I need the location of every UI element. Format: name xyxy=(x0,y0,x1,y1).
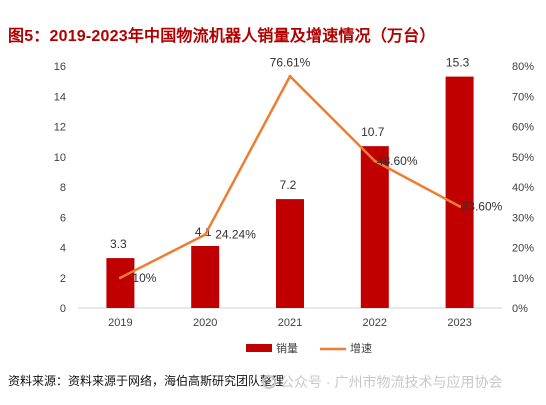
growth-rate-point xyxy=(203,233,207,237)
figure-title-text: 2019-2023年中国物流机器人销量及增速情况（万台） xyxy=(49,28,436,45)
x-tick-label: 2019 xyxy=(108,317,132,329)
source-note: 资料来源：资料来源于网络，海伯高斯研究团队整理 xyxy=(8,374,285,388)
watermark: 公众号 · 广州市物流技术与应用协会 xyxy=(262,372,502,392)
bar-value-label: 10.7 xyxy=(361,125,385,139)
watermark-text: 公众号 · 广州市物流技术与应用协会 xyxy=(280,374,503,390)
bar-2023 xyxy=(445,76,474,309)
y-right-tick-label: 30% xyxy=(512,212,534,224)
growth-rate-point xyxy=(288,74,292,78)
line-value-label: 76.61% xyxy=(270,55,311,69)
figure-caption-label: 图5： xyxy=(8,28,50,45)
bar-value-label: 7.2 xyxy=(280,178,297,192)
bar-2019 xyxy=(106,258,135,308)
y-left-tick-label: 6 xyxy=(60,212,66,224)
y-right-tick-label: 50% xyxy=(512,152,534,164)
y-right-tick-label: 80% xyxy=(512,61,534,73)
bar-2021 xyxy=(276,199,304,308)
y-left-tick-label: 12 xyxy=(54,122,66,134)
legend-bar-swatch xyxy=(246,344,272,352)
bar-value-label: 15.3 xyxy=(446,56,470,70)
y-right-tick-label: 0% xyxy=(512,303,528,315)
y-right-tick-label: 70% xyxy=(512,91,534,103)
legend-bar-label: 销量 xyxy=(276,341,298,355)
line-value-label: 10% xyxy=(132,271,156,285)
x-tick-label: 2020 xyxy=(193,317,217,329)
combo-chart: 0 2 4 6 8 10 12 14 16 0% 10% 20% 30% 40% 50% 60% 70% 80% 3… xyxy=(54,55,534,355)
wechat-icon xyxy=(262,375,276,389)
y-right-tick-label: 20% xyxy=(512,243,534,255)
bar-2022 xyxy=(360,146,389,308)
growth-rate-point xyxy=(118,276,122,280)
y-left-tick-label: 8 xyxy=(60,182,66,194)
y-left-tick-label: 14 xyxy=(54,91,66,103)
y-right-tick-label: 40% xyxy=(512,182,534,194)
line-value-label: 24.24% xyxy=(215,228,256,242)
growth-rate-point xyxy=(458,204,462,208)
y-left-tick-label: 0 xyxy=(60,303,66,315)
line-value-label: 33.60% xyxy=(462,199,503,213)
y-left-tick-label: 2 xyxy=(60,273,66,285)
y-right-tick-label: 10% xyxy=(512,273,534,285)
x-tick-label: 2021 xyxy=(278,317,302,329)
bar-2020 xyxy=(191,245,220,308)
chart-title: 图5：2019-2023年中国物流机器人销量及增速情况（万台） xyxy=(8,22,436,46)
y-left-tick-label: 16 xyxy=(54,61,66,73)
x-tick-label: 2023 xyxy=(447,317,471,329)
bar-value-label: 3.3 xyxy=(110,237,127,251)
y-left-tick-label: 4 xyxy=(60,243,66,255)
line-value-label: 48.60% xyxy=(377,154,418,168)
x-tick-label: 2022 xyxy=(363,317,387,329)
y-right-tick-label: 60% xyxy=(512,122,534,134)
growth-rate-point xyxy=(373,159,377,163)
y-left-tick-label: 10 xyxy=(54,152,66,164)
legend-line-label: 增速 xyxy=(350,341,372,355)
